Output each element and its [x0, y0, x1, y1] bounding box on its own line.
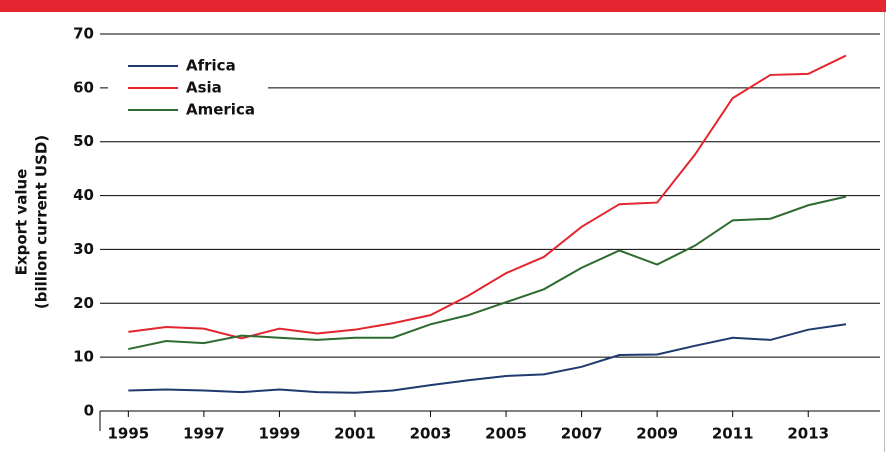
y-axis-label: (billion current USD) — [33, 135, 51, 309]
x-tick-label: 1999 — [259, 425, 301, 443]
x-tick-label: 2005 — [485, 425, 527, 443]
legend-label: Africa — [186, 57, 236, 75]
line-series — [128, 323, 847, 394]
y-tick-label: 60 — [73, 78, 94, 96]
x-tick-label: 2007 — [561, 425, 603, 443]
x-tick-label: 2003 — [410, 425, 452, 443]
x-tick-label: 1995 — [107, 425, 149, 443]
legend-label: Asia — [186, 79, 222, 97]
x-tick-label: 2013 — [787, 425, 829, 443]
y-tick-label: 20 — [73, 294, 94, 312]
line-series — [128, 195, 847, 351]
x-tick-label: 2001 — [334, 425, 376, 443]
x-tick-label: 1997 — [183, 425, 225, 443]
y-tick-label: 30 — [73, 240, 94, 258]
y-tick-label: 70 — [73, 25, 94, 43]
y-tick-label: 10 — [73, 348, 94, 366]
y-axis-label: Export value — [13, 169, 31, 276]
y-tick-label: 0 — [84, 402, 94, 420]
legend-label: America — [186, 101, 255, 119]
y-tick-label: 50 — [73, 132, 94, 150]
header-bar — [0, 0, 886, 12]
x-tick-label: 2011 — [712, 425, 754, 443]
x-tick-label: 2009 — [636, 425, 678, 443]
y-tick-label: 40 — [73, 186, 94, 204]
